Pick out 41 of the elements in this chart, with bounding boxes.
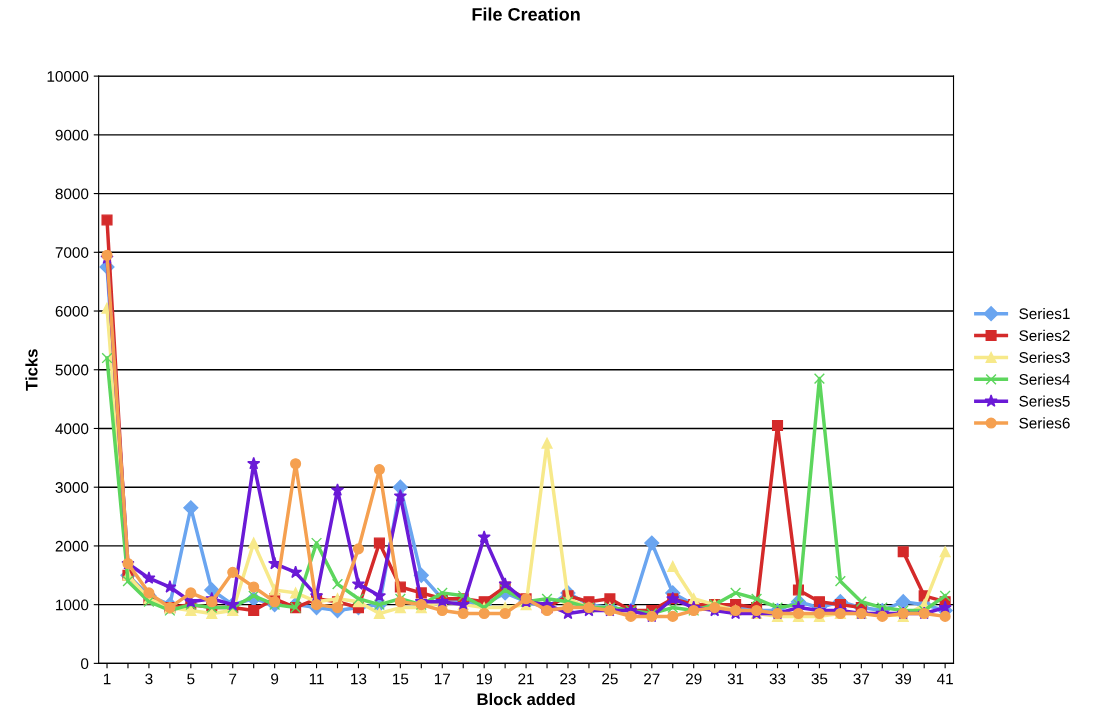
x-tick-label: 35 [811, 673, 828, 685]
x-tick-label: 9 [271, 673, 279, 685]
x-tick-label: 29 [685, 673, 702, 685]
x-tick-label: 21 [518, 673, 534, 685]
y-tick-label: 8000 [55, 188, 89, 200]
legend-label: Series1 [1019, 307, 1070, 320]
x-tick-label: 39 [895, 673, 912, 685]
x-tick-label: 3 [145, 673, 153, 685]
y-tick-label: 9000 [55, 129, 89, 141]
y-tick-label: 2000 [55, 540, 89, 552]
x-axis-title: Block added [477, 692, 575, 706]
x-tick-label: 15 [393, 673, 409, 685]
y-tick-label: 3000 [55, 482, 89, 493]
legend-label: Series4 [1019, 373, 1070, 385]
y-tick-label: 7000 [55, 247, 89, 258]
x-tick-label: 5 [187, 673, 195, 685]
x-tick-label: 41 [936, 673, 953, 685]
x-tick-label: 7 [229, 673, 237, 685]
x-tick-label: 23 [560, 673, 576, 685]
y-axis-title: Ticks [25, 349, 38, 391]
x-tick-label: 37 [853, 673, 870, 685]
y-tick-label: 0 [81, 658, 89, 670]
x-tick-label: 31 [727, 673, 744, 685]
x-tick-label: 19 [476, 673, 492, 685]
legend-label: Series5 [1019, 395, 1070, 407]
chart-title: File Creation [472, 7, 580, 21]
y-tick-label: 10000 [47, 70, 89, 82]
x-tick-label: 33 [769, 673, 786, 685]
x-tick-label: 17 [434, 673, 450, 685]
x-tick-label: 11 [309, 673, 324, 685]
x-tick-label: 13 [351, 673, 367, 685]
y-tick-label: 6000 [55, 305, 89, 317]
x-tick-label: 1 [103, 673, 111, 685]
legend-label: Series3 [1019, 351, 1070, 363]
x-tick-label: 25 [602, 673, 618, 685]
y-tick-label: 5000 [55, 364, 89, 376]
y-tick-label: 1000 [56, 599, 89, 611]
legend-label: Series2 [1019, 329, 1070, 342]
legend-label: Series6 [1019, 417, 1070, 429]
y-tick-label: 4000 [55, 423, 89, 435]
x-tick-label: 27 [644, 673, 660, 685]
